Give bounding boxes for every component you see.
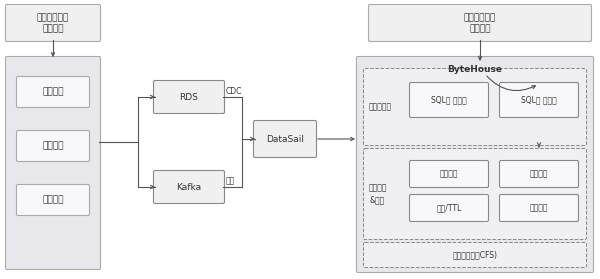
FancyBboxPatch shape (17, 131, 89, 162)
FancyBboxPatch shape (499, 194, 578, 222)
FancyBboxPatch shape (368, 4, 592, 42)
Text: 行为数据: 行为数据 (42, 196, 64, 205)
FancyBboxPatch shape (364, 148, 587, 239)
FancyBboxPatch shape (409, 194, 488, 222)
FancyBboxPatch shape (409, 160, 488, 187)
FancyBboxPatch shape (356, 57, 593, 273)
Text: SQL写 计算组: SQL写 计算组 (521, 95, 557, 105)
FancyBboxPatch shape (154, 170, 224, 203)
Text: RDS: RDS (179, 93, 199, 102)
Text: 业务数据: 业务数据 (42, 88, 64, 97)
FancyBboxPatch shape (364, 242, 587, 268)
FancyBboxPatch shape (17, 184, 89, 215)
Text: 参数优化: 参数优化 (530, 170, 548, 179)
Text: 广告营销企业
应用程序: 广告营销企业 应用程序 (37, 13, 69, 33)
Text: 计算层隔离: 计算层隔离 (369, 102, 392, 112)
Text: Kafka: Kafka (176, 182, 202, 191)
Text: 索引优化: 索引优化 (440, 170, 458, 179)
Text: 广告营销企业
分析平台: 广告营销企业 分析平台 (464, 13, 496, 33)
FancyBboxPatch shape (254, 121, 317, 158)
Text: 分布式存储（CFS): 分布式存储（CFS) (452, 251, 497, 259)
FancyBboxPatch shape (499, 83, 578, 117)
Text: DataSail: DataSail (266, 134, 304, 143)
Text: 压缩/TTL: 压缩/TTL (436, 203, 461, 213)
FancyBboxPatch shape (5, 57, 101, 270)
FancyBboxPatch shape (5, 4, 101, 42)
Text: 流式: 流式 (226, 177, 235, 186)
FancyBboxPatch shape (409, 83, 488, 117)
Text: ByteHouse: ByteHouse (448, 66, 503, 74)
Text: 优化查询
&并发: 优化查询 &并发 (369, 184, 388, 205)
Text: SQL读 计算组: SQL读 计算组 (431, 95, 467, 105)
Text: CDC: CDC (226, 86, 242, 95)
FancyBboxPatch shape (364, 69, 587, 146)
FancyBboxPatch shape (499, 160, 578, 187)
FancyBboxPatch shape (17, 76, 89, 107)
Text: 广告数据: 广告数据 (42, 141, 64, 150)
Text: 自动合并: 自动合并 (530, 203, 548, 213)
FancyBboxPatch shape (154, 81, 224, 114)
